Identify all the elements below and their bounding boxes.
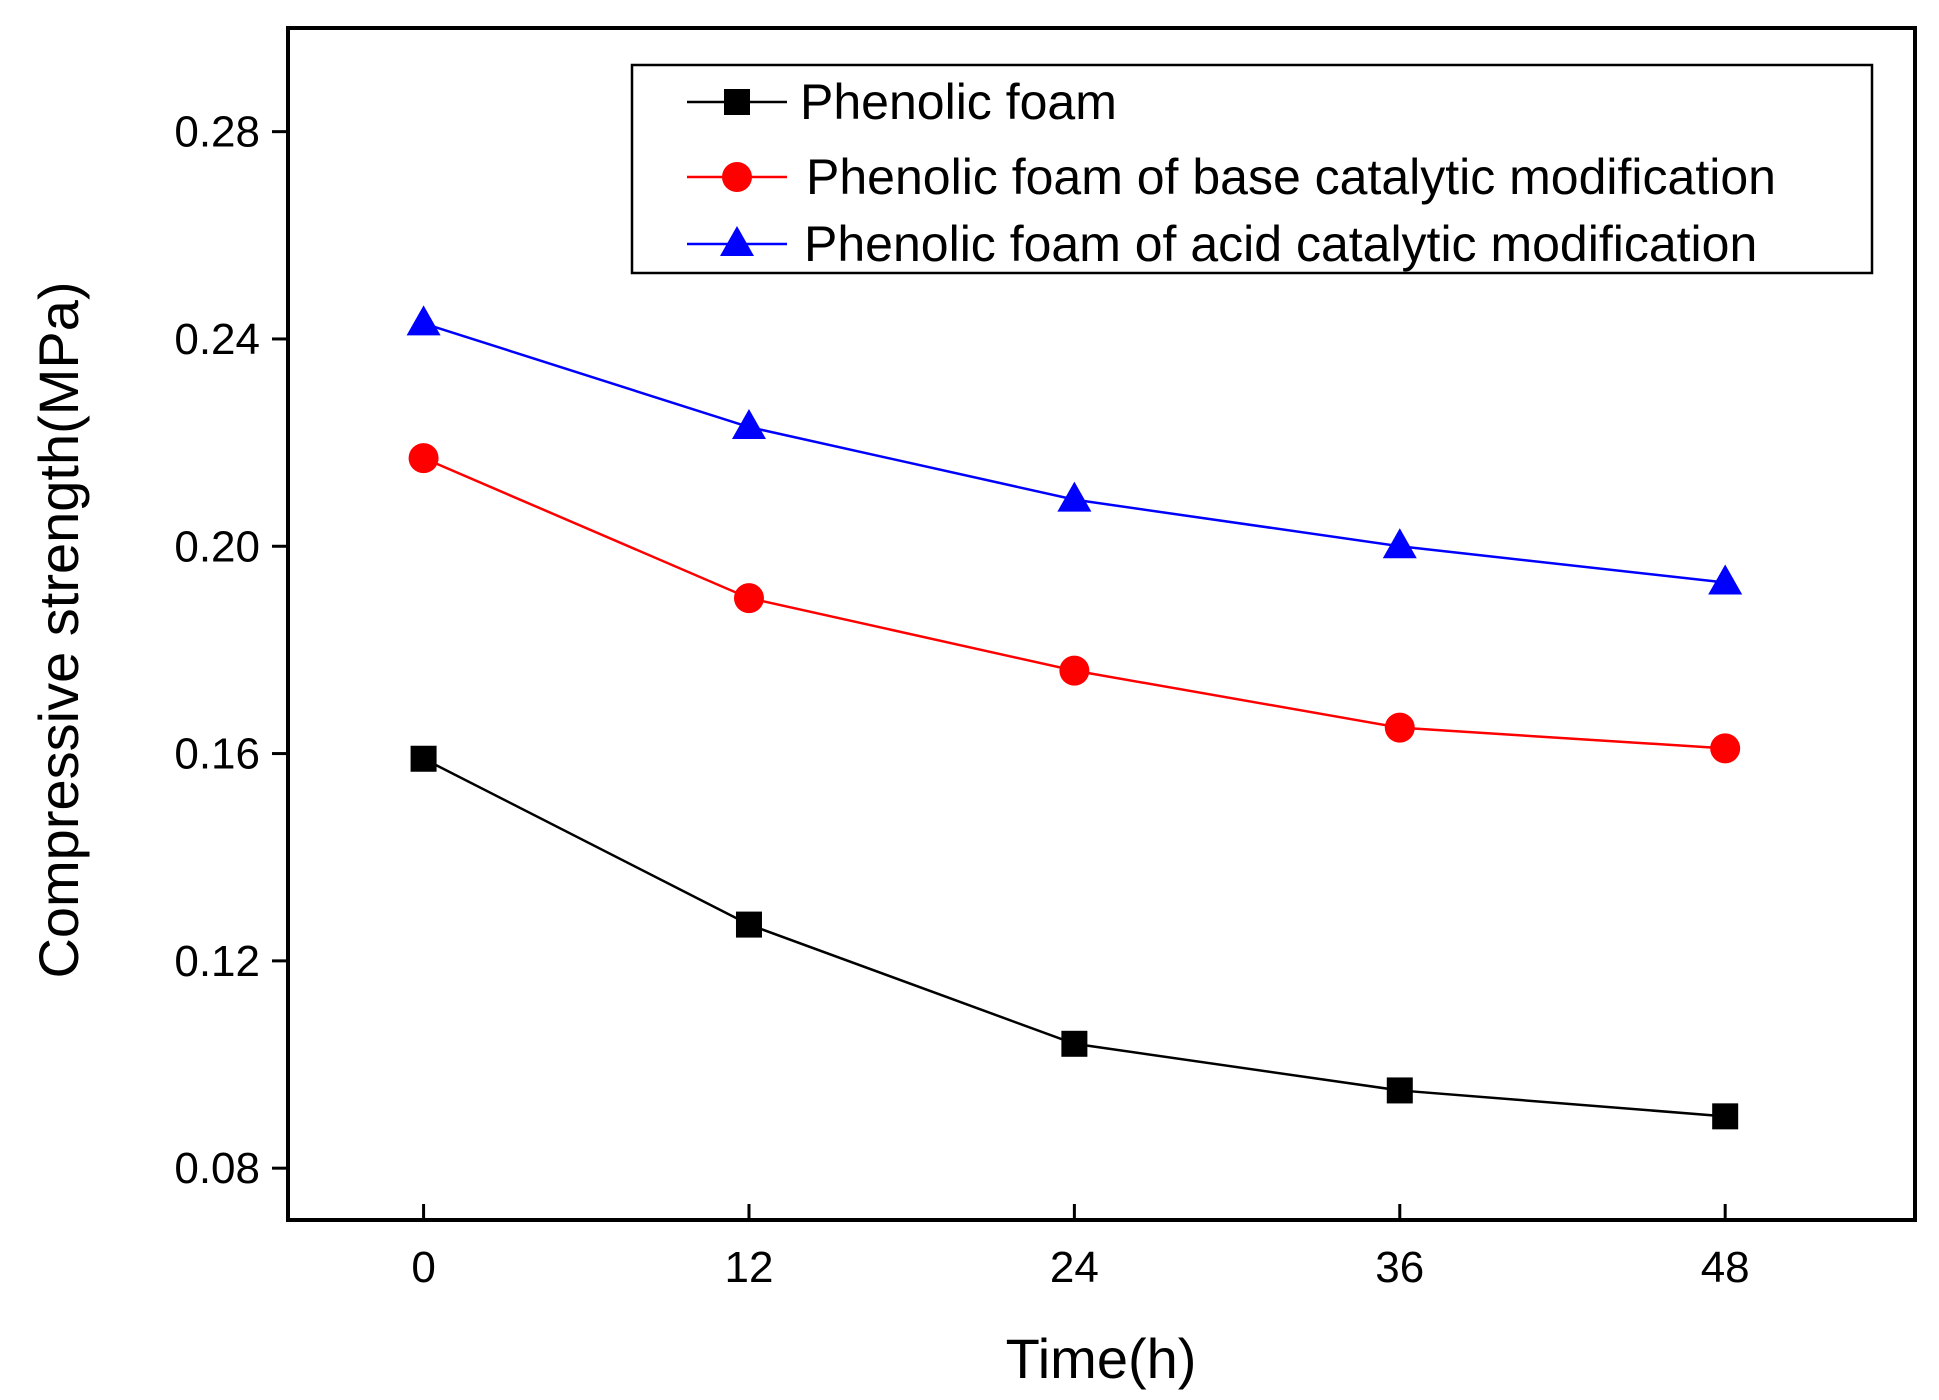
data-point <box>1061 1030 1088 1057</box>
data-point <box>1057 481 1092 512</box>
legend-marker <box>720 226 754 256</box>
legend: Phenolic foam Phenolic foam of base catal… <box>630 63 1874 275</box>
x-axis: 0 12 24 36 48 <box>411 1204 1750 1292</box>
legend-marker <box>722 162 752 192</box>
series-3 <box>406 305 1743 595</box>
data-point <box>408 443 439 474</box>
y-tick-label: 0.28 <box>174 108 260 157</box>
y-tick-label: 0.16 <box>174 730 260 779</box>
series-layer <box>406 305 1743 1130</box>
x-tick-label: 0 <box>411 1243 435 1292</box>
x-axis-title: Time(h) <box>1006 1327 1197 1390</box>
data-point <box>1710 733 1741 764</box>
data-point <box>1712 1103 1739 1130</box>
legend-label: Phenolic foam of base catalytic modifica… <box>806 149 1776 205</box>
series-line <box>423 322 1726 584</box>
data-point <box>1382 528 1417 559</box>
data-point <box>406 305 441 336</box>
data-point <box>1384 712 1415 743</box>
data-point <box>731 409 766 440</box>
x-tick-label: 36 <box>1375 1243 1424 1292</box>
x-tick-label: 24 <box>1050 1243 1099 1292</box>
legend-label: Phenolic foam of acid catalytic modifica… <box>804 216 1757 272</box>
x-tick-label: 12 <box>725 1243 774 1292</box>
y-tick-label: 0.12 <box>174 937 260 986</box>
y-tick-label: 0.20 <box>174 522 260 571</box>
legend-label: Phenolic foam <box>800 74 1117 130</box>
data-point <box>1708 564 1743 595</box>
data-point <box>1386 1077 1413 1104</box>
legend-entry: Phenolic foam of acid catalytic modifica… <box>687 216 1757 272</box>
series-1 <box>410 745 1739 1130</box>
y-axis: 0.08 0.12 0.16 0.20 0.24 0.28 <box>174 108 288 1193</box>
legend-frame <box>630 63 1874 275</box>
data-point <box>410 745 437 772</box>
legend-entry: Phenolic foam <box>687 74 1117 130</box>
legend-items: Phenolic foam Phenolic foam of base catal… <box>687 74 1776 272</box>
series-line <box>423 757 1726 1118</box>
y-tick-label: 0.08 <box>174 1144 260 1193</box>
data-point <box>1059 655 1090 686</box>
legend-entry: Phenolic foam of base catalytic modifica… <box>687 149 1776 205</box>
data-point <box>735 911 762 938</box>
series-2 <box>408 443 1741 764</box>
y-axis-title: Compressive strength(MPa) <box>27 281 90 978</box>
legend-marker <box>724 89 750 115</box>
plot-frame <box>286 26 1917 1222</box>
x-tick-label: 48 <box>1701 1243 1750 1292</box>
y-tick-label: 0.24 <box>174 315 260 364</box>
data-point <box>733 583 764 614</box>
